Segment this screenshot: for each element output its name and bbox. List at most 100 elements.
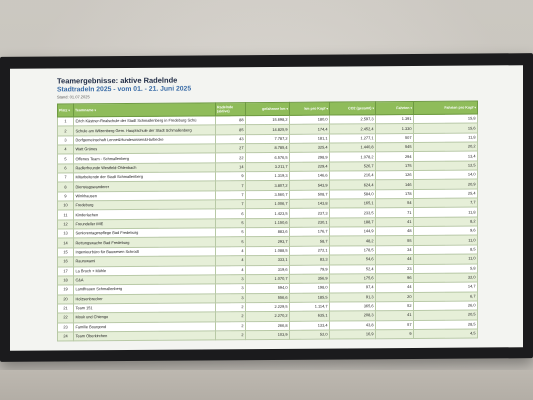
- row-radelnde: 7: [215, 181, 246, 191]
- row-fahrten-pro-kopf: 11,0: [413, 254, 478, 264]
- row-fahrten-pro-kopf: 20,9: [413, 179, 478, 190]
- row-fahrten-pro-kopf: 12,5: [413, 160, 478, 171]
- row-km-pro-kopf: 180,0: [289, 115, 330, 125]
- row-km: 594,0: [245, 283, 290, 294]
- row-km-pro-kopf: 272,1: [289, 245, 330, 256]
- row-km: 2.229,5: [245, 302, 290, 312]
- row-km-pro-kopf: 79,9: [289, 264, 330, 275]
- row-radelnde: 5: [215, 218, 246, 228]
- row-km-pro-kopf: 174,4: [289, 124, 330, 135]
- row-radelnde: 3: [215, 293, 246, 303]
- row-km-pro-kopf: 635,1: [289, 311, 330, 321]
- row-fahrten-pro-kopf: 11,0: [413, 235, 478, 246]
- results-table: Platz▾ Teamname▾ Radelnde (aktive) gefah…: [57, 101, 478, 342]
- row-platz: 16: [57, 257, 74, 267]
- row-km-pro-kopf: 176,7: [289, 227, 330, 237]
- row-radelnde: 43: [215, 134, 246, 144]
- row-co2: 43,8: [329, 320, 376, 330]
- row-fahrten: 41: [375, 310, 414, 321]
- row-platz: 13: [57, 228, 74, 239]
- row-radelnde: 2: [215, 330, 246, 341]
- row-radelnde: 3: [215, 274, 246, 285]
- row-fahrten: 1.391: [375, 114, 414, 125]
- row-km: 1.319,3: [245, 171, 290, 182]
- col-header-teamname[interactable]: Teamname▾: [73, 102, 216, 117]
- row-km-pro-kopf: 185,5: [289, 292, 330, 303]
- row-km-pro-kopf: 508,7: [289, 189, 330, 200]
- row-platz: 17: [57, 266, 74, 276]
- report-document: Teamergebnisse: aktive Radelnde Stadtrad…: [57, 74, 478, 342]
- row-radelnde: 88: [215, 115, 246, 126]
- row-fahrten: 52: [375, 301, 414, 311]
- col-header-km-pro-kopf[interactable]: km pro Kopf▾: [289, 102, 330, 116]
- row-km: 319,6: [245, 264, 290, 275]
- row-platz: 6: [57, 163, 74, 174]
- row-fahrten: 9: [375, 329, 414, 339]
- floor-area: [0, 370, 533, 400]
- row-platz: 9: [57, 191, 74, 202]
- row-km-pro-kopf: 143,8: [289, 199, 330, 209]
- row-co2: 16,9: [329, 329, 376, 340]
- col-header-fahrten[interactable]: Fahrten▾: [375, 101, 414, 115]
- row-co2: 144,9: [329, 226, 376, 237]
- row-co2: 208,3: [329, 310, 376, 321]
- sort-icon: ▾: [94, 108, 97, 113]
- col-header-platz[interactable]: Platz▾: [57, 103, 74, 117]
- row-fahrten-pro-kopf: 8,2: [413, 216, 478, 227]
- row-platz: 1: [57, 116, 74, 127]
- row-radelnde: 6: [215, 209, 246, 219]
- row-fahrten-pro-kopf: 14,0: [413, 170, 478, 180]
- row-co2: 1.078,2: [329, 152, 376, 162]
- col-header-radelnde[interactable]: Radelnde (aktive): [215, 102, 246, 116]
- row-co2: 52,4: [329, 264, 376, 274]
- row-platz: 15: [57, 247, 74, 258]
- row-radelnde: 2: [215, 311, 246, 322]
- row-fahrten: 41: [375, 217, 414, 227]
- row-co2: 365,6: [329, 301, 376, 312]
- row-fahrten-pro-kopf: 5,8: [413, 263, 478, 274]
- col-header-co2[interactable]: CO2 (gesamt)▾: [329, 101, 376, 116]
- row-radelnde: 22: [215, 153, 246, 163]
- row-co2: 216,4: [329, 170, 376, 181]
- row-km: 3.211,7: [245, 162, 290, 172]
- row-km-pro-kopf: 133,4: [289, 320, 330, 331]
- row-fahrten: 34: [375, 245, 414, 255]
- row-km-pro-kopf: 1.114,7: [289, 301, 330, 312]
- row-radelnde: 4: [215, 246, 246, 257]
- row-fahrten-pro-kopf: 20,5: [413, 310, 478, 321]
- row-km-pro-kopf: 229,4: [289, 161, 330, 172]
- row-co2: 97,4: [329, 282, 376, 293]
- row-co2: 188,7: [329, 217, 376, 228]
- row-platz: 14: [57, 238, 74, 248]
- col-header-fahrten-pro-kopf[interactable]: Fahrten pro Kopf▾: [413, 101, 478, 115]
- row-km: 3.560,7: [245, 190, 290, 200]
- row-fahrten: 126: [375, 170, 414, 181]
- row-platz: 10: [57, 200, 74, 211]
- row-radelnde: 2: [215, 302, 246, 313]
- row-co2: 526,7: [329, 161, 376, 172]
- row-radelnde: 7: [215, 190, 246, 200]
- sort-icon: ▾: [286, 106, 288, 111]
- row-platz: 21: [57, 303, 74, 314]
- row-radelnde: 2: [215, 321, 246, 331]
- row-km-pro-kopf: 52,0: [289, 329, 330, 340]
- row-co2: 624,4: [329, 180, 376, 190]
- row-fahrten-pro-kopf: 14,7: [413, 282, 478, 293]
- row-co2: 1.277,1: [329, 133, 376, 144]
- row-fahrten: 44: [375, 282, 414, 293]
- row-fahrten-pro-kopf: 8,5: [413, 244, 478, 255]
- row-fahrten-pro-kopf: 11,8: [413, 132, 478, 143]
- row-km: 2.270,2: [245, 311, 290, 322]
- col-header-km[interactable]: gefahrene km▾: [245, 102, 290, 116]
- row-co2: 91,3: [329, 292, 376, 302]
- row-fahrten: 178: [375, 189, 414, 199]
- row-km-pro-kopf: 230,1: [289, 217, 330, 228]
- row-fahrten: 507: [375, 133, 414, 143]
- row-radelnde: 5: [215, 237, 246, 247]
- row-co2: 233,5: [329, 208, 376, 218]
- row-co2: 54,6: [329, 254, 376, 265]
- row-km: 7.787,2: [245, 134, 290, 144]
- row-fahrten: 20: [375, 292, 414, 302]
- row-km-pro-kopf: 356,9: [289, 273, 330, 284]
- row-fahrten: 55: [375, 235, 414, 246]
